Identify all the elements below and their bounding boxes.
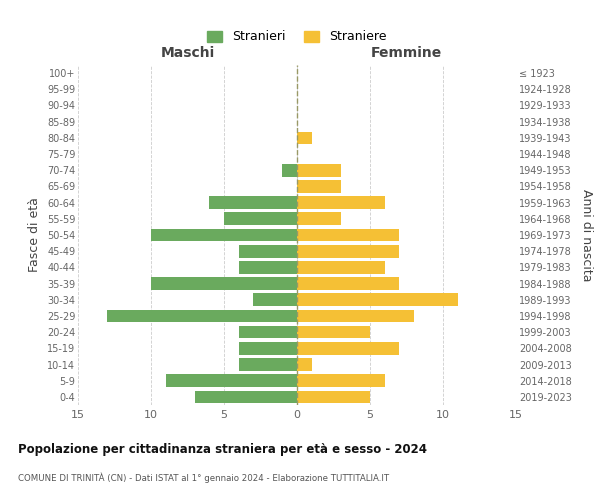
Bar: [195, 390, 297, 403]
Bar: [297, 164, 341, 176]
Bar: [209, 196, 297, 209]
Bar: [297, 358, 311, 371]
Bar: [297, 245, 399, 258]
Bar: [239, 261, 297, 274]
Bar: [297, 294, 458, 306]
Bar: [224, 212, 297, 225]
Bar: [297, 212, 341, 225]
Bar: [239, 342, 297, 354]
Bar: [297, 278, 399, 290]
Bar: [283, 164, 297, 176]
Bar: [297, 132, 311, 144]
Bar: [297, 390, 370, 403]
Bar: [239, 245, 297, 258]
Bar: [253, 294, 297, 306]
Y-axis label: Fasce di età: Fasce di età: [28, 198, 41, 272]
Bar: [297, 196, 385, 209]
Bar: [151, 278, 297, 290]
Bar: [297, 261, 385, 274]
Bar: [239, 326, 297, 338]
Bar: [239, 358, 297, 371]
Bar: [297, 374, 385, 387]
Bar: [297, 228, 399, 241]
Text: Popolazione per cittadinanza straniera per età e sesso - 2024: Popolazione per cittadinanza straniera p…: [18, 442, 427, 456]
Bar: [297, 342, 399, 354]
Text: Femmine: Femmine: [371, 46, 442, 60]
Bar: [151, 228, 297, 241]
Legend: Stranieri, Straniere: Stranieri, Straniere: [207, 30, 387, 44]
Bar: [297, 310, 414, 322]
Bar: [107, 310, 297, 322]
Text: COMUNE DI TRINITÀ (CN) - Dati ISTAT al 1° gennaio 2024 - Elaborazione TUTTITALIA: COMUNE DI TRINITÀ (CN) - Dati ISTAT al 1…: [18, 472, 389, 483]
Bar: [297, 326, 370, 338]
Text: Maschi: Maschi: [160, 46, 215, 60]
Y-axis label: Anni di nascita: Anni di nascita: [580, 188, 593, 281]
Bar: [166, 374, 297, 387]
Bar: [297, 180, 341, 192]
